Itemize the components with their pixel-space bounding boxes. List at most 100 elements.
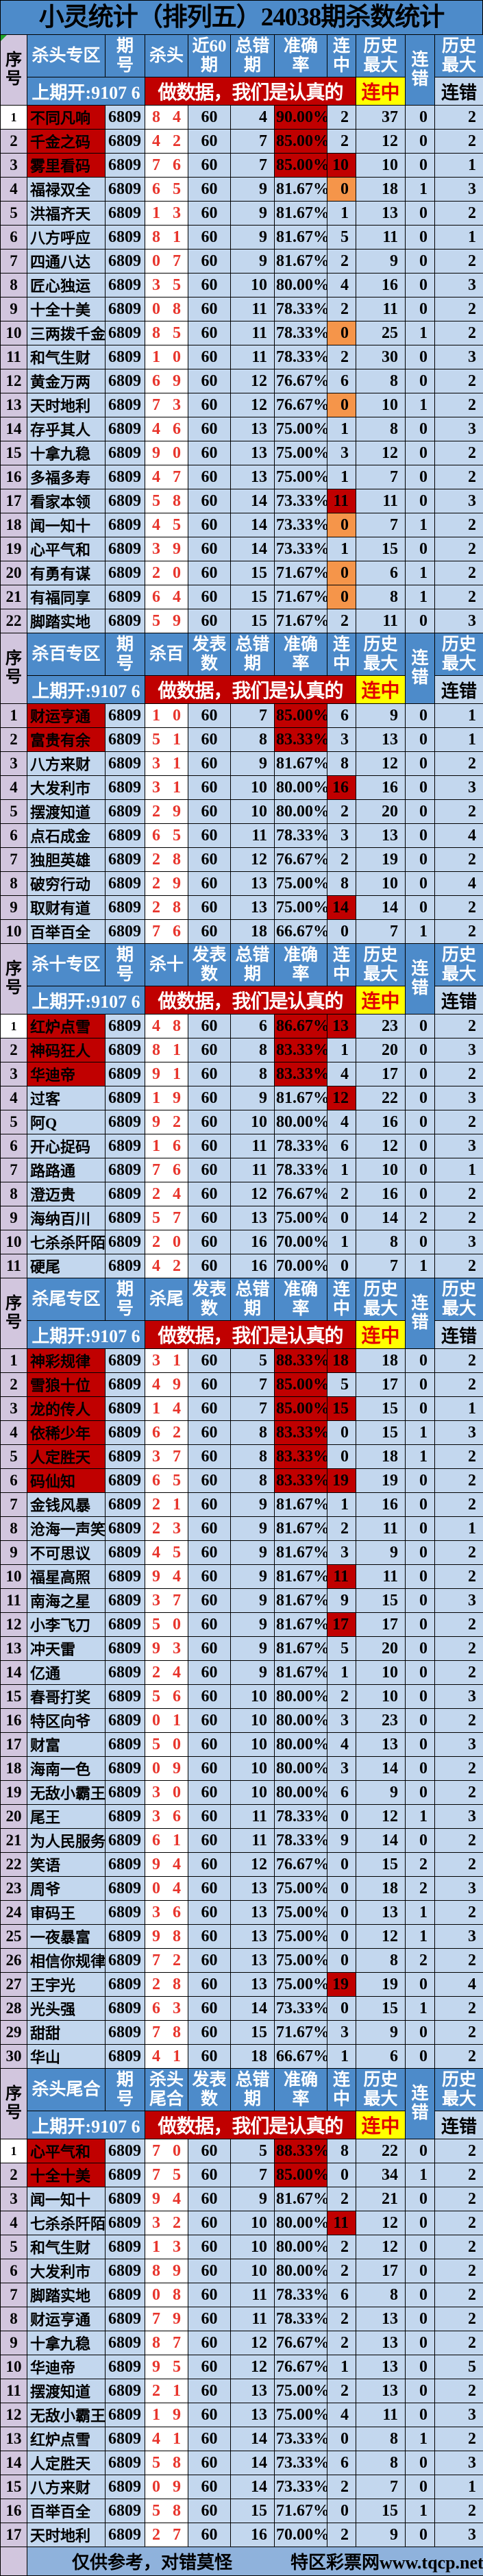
hist-max-miss-cell: 2 (435, 1445, 483, 1469)
count-cell: 60 (188, 2211, 231, 2235)
name-cell: 华山 (27, 2045, 106, 2069)
footer-row: 仅供参考，对错莫怪特区彩票网www.tqcp.net (1, 2547, 483, 2576)
wrong-cell: 9 (231, 1589, 275, 1613)
hist-max-hit-cell: 12 (356, 130, 406, 154)
streak-miss-cell: 2 (406, 1206, 435, 1230)
hist-max-hit-cell: 18 (356, 1349, 406, 1373)
seq-cell: 8 (1, 1182, 27, 1206)
count-cell: 60 (188, 1781, 231, 1805)
banner-label: 做数据，我们是认真的 (145, 2111, 356, 2139)
name-cell: 十全十美 (27, 2163, 106, 2187)
streak-miss-cell: 0 (406, 1014, 435, 1038)
streak-hit-cell: 6 (327, 369, 356, 393)
hist-max-miss-cell: 3 (435, 489, 483, 513)
issue-cell: 6809 (106, 417, 145, 441)
hist-hit-sublabel: 连中 (356, 77, 406, 106)
seq-cell: 7 (1, 1158, 27, 1182)
issue-cell: 6809 (106, 1134, 145, 1158)
kill-cell: 1 9 (145, 1086, 188, 1110)
streak-hit-cell: 1 (327, 417, 356, 441)
issue-col-header: 期 号 (106, 1278, 145, 1321)
streak-miss-cell: 0 (406, 2259, 435, 2283)
count-cell: 60 (188, 106, 231, 130)
name-cell: 三两拨千金 (27, 321, 106, 345)
issue-cell: 6809 (106, 800, 145, 824)
hist-hit-sublabel: 连中 (356, 986, 406, 1014)
hist-max-hit-cell: 15 (356, 2499, 406, 2523)
streak-hit-cell: 4 (327, 274, 356, 297)
streak-hit-cell: 2 (327, 2523, 356, 2547)
wrong-cell: 9 (231, 1541, 275, 1565)
seq-cell: 9 (1, 896, 27, 920)
streak-hit-cell: 6 (327, 1781, 356, 1805)
count-cell: 60 (188, 2307, 231, 2331)
issue-cell: 6809 (106, 2403, 145, 2427)
name-cell: 周爷 (27, 1877, 106, 1901)
streak-hit-cell: 1 (327, 1230, 356, 1254)
hist-max-miss-cell: 3 (435, 2403, 483, 2427)
accuracy-cell: 78.33% (275, 824, 327, 848)
seq-cell: 10 (1, 2355, 27, 2379)
streak-miss-cell: 0 (406, 1973, 435, 1997)
kill-cell: 3 9 (145, 537, 188, 561)
issue-cell: 6809 (106, 1038, 145, 1062)
seq-col-header: 序 号 (1, 944, 27, 1014)
issue-cell: 6809 (106, 1877, 145, 1901)
streak-miss-cell: 0 (406, 417, 435, 441)
accuracy-cell: 73.33% (275, 513, 327, 537)
accuracy-cell: 80.00% (275, 1709, 327, 1733)
count-cell: 60 (188, 2475, 231, 2499)
kill-cell: 8 9 (145, 2259, 188, 2283)
hist-max-hit-cell: 8 (356, 369, 406, 393)
seq-cell: 13 (1, 393, 27, 417)
accuracy-cell: 83.33% (275, 1038, 327, 1062)
streak-miss-cell: 0 (406, 824, 435, 848)
wrong-cell: 10 (231, 274, 275, 297)
accuracy-cell: 75.00% (275, 441, 327, 465)
prev-draw-label: 上期开:9107 6 (27, 676, 145, 704)
hist-max-hit-cell: 11 (356, 489, 406, 513)
kill-cell: 9 4 (145, 1853, 188, 1877)
name-cell: 取财有道 (27, 896, 106, 920)
seq-cell: 27 (1, 1973, 27, 1997)
wrong-col-header: 总错 期 (231, 1278, 275, 1321)
count-cell: 60 (188, 537, 231, 561)
hist-max-miss-cell: 2 (435, 2427, 483, 2451)
kill-cell: 3 6 (145, 1901, 188, 1925)
accuracy-cell: 81.67% (275, 250, 327, 274)
issue-cell: 6809 (106, 1709, 145, 1733)
hist-max-hit-cell: 10 (356, 1158, 406, 1182)
footer-disclaimer: 仅供参考，对错莫怪 (72, 2549, 232, 2574)
kill-cell: 7 6 (145, 920, 188, 944)
name-cell: 尾王 (27, 1805, 106, 1829)
streak-miss-cell: 1 (406, 1445, 435, 1469)
issue-cell: 6809 (106, 465, 145, 489)
accuracy-cell: 88.33% (275, 2139, 327, 2163)
streak-miss-cell: 1 (406, 1254, 435, 1278)
wrong-cell: 10 (231, 800, 275, 824)
accuracy-cell: 81.67% (275, 1589, 327, 1613)
seq-cell: 28 (1, 1997, 27, 2021)
streak-miss-cell: 1 (406, 2499, 435, 2523)
streak-miss-cell: 1 (406, 1421, 435, 1445)
count-cell: 60 (188, 1493, 231, 1517)
streak-miss-cell: 0 (406, 1134, 435, 1158)
seq-cell: 5 (1, 1110, 27, 1134)
kill-cell: 5 8 (145, 2499, 188, 2523)
accuracy-cell: 78.33% (275, 1158, 327, 1182)
issue-cell: 6809 (106, 154, 145, 178)
hist-max-hit-cell: 34 (356, 2163, 406, 2187)
hist-max-miss-cell: 2 (435, 1781, 483, 1805)
hist-max-hit-col-header: 历史 最大 (356, 35, 406, 77)
streak-hit-cell: 11 (327, 489, 356, 513)
page-title: 小灵统计（排列五）24038期杀数统计 (0, 0, 483, 34)
streak-hit-cell: 0 (327, 561, 356, 585)
accuracy-cell: 71.67% (275, 585, 327, 609)
wrong-cell: 14 (231, 489, 275, 513)
name-cell: 一夜暴富 (27, 1925, 106, 1949)
wrong-cell: 12 (231, 1853, 275, 1877)
